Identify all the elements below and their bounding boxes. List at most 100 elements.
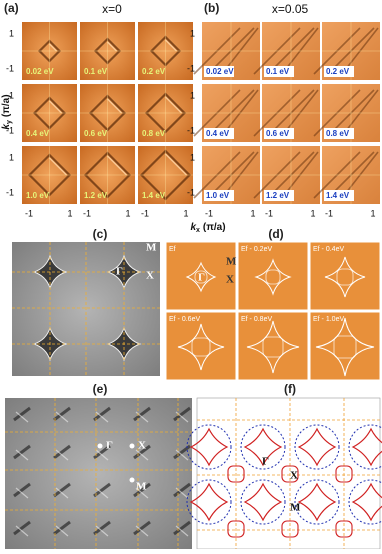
feature (53, 444, 71, 460)
contour (324, 256, 366, 298)
feature (13, 444, 31, 460)
feature (15, 411, 29, 423)
y-tick-label: -1 (187, 63, 195, 73)
feature (53, 406, 71, 422)
panel-label: (a) (4, 1, 19, 15)
symmetry-point: X (146, 270, 154, 282)
x-tick-label: -1 (141, 208, 149, 218)
y-tick-label: -1 (6, 125, 14, 135)
stm-image (5, 398, 192, 549)
feature (133, 482, 151, 498)
feature (93, 406, 111, 422)
contour (246, 320, 300, 374)
tile-label: Ef - 0.4eV (313, 246, 344, 253)
panel-label: (c) (93, 227, 108, 241)
y-tick-label: 1 (190, 90, 195, 100)
red-contour (351, 427, 382, 467)
symmetry-point: M (146, 242, 157, 254)
feature (133, 444, 151, 460)
tile-label-box (264, 66, 294, 77)
x-tick-label: -1 (325, 208, 333, 218)
band-map (237, 241, 309, 311)
tile-label-box (324, 190, 354, 201)
tile-label: 1.0 eV (206, 191, 230, 200)
x-tick-label: 1 (370, 208, 375, 218)
feature (15, 487, 29, 499)
red-contour (297, 482, 337, 522)
tile-label: 0.6 eV (84, 129, 108, 138)
point-dot (129, 443, 135, 449)
contour-highlight (49, 43, 57, 52)
panel-title: x=0.05 (272, 2, 309, 16)
contour (265, 269, 281, 285)
axis-unit: (π/a) (1, 94, 12, 117)
tile-label: 1.4 eV (142, 191, 166, 200)
feature (95, 449, 109, 461)
red-pocket (281, 465, 299, 483)
feature (173, 520, 191, 536)
axis-symbol: k (190, 222, 196, 233)
contour-highlight (107, 155, 127, 176)
tile-label-box (204, 128, 234, 139)
band-map (309, 241, 381, 311)
y-tick-label: 1 (9, 90, 14, 100)
symmetry-point: Γ (116, 266, 123, 278)
tile-label: 1.2 eV (84, 191, 108, 200)
feature (53, 482, 71, 498)
x-tick-label: 1 (250, 208, 255, 218)
feature (175, 525, 189, 537)
feature (135, 525, 149, 537)
contour (315, 317, 375, 377)
feature (13, 406, 31, 422)
tile-label: Ef (169, 246, 176, 253)
feature (93, 520, 111, 536)
symmetry-point: Γ (198, 272, 205, 284)
symmetry-point: M (290, 502, 301, 514)
y-tick-label: 1 (190, 28, 195, 38)
contour-highlight (49, 157, 67, 176)
panel-label: (e) (93, 382, 108, 396)
x-tick-label: -1 (205, 208, 213, 218)
axis-label: ky (π/a) (1, 94, 13, 129)
feature (133, 520, 151, 536)
contour-highlight (165, 96, 182, 114)
x-tick-label: 1 (125, 208, 130, 218)
red-pocket (335, 465, 353, 483)
feature (55, 525, 69, 537)
tile-label: 0.2 eV (326, 67, 350, 76)
feature (93, 482, 111, 498)
contour (254, 258, 292, 296)
blue-contour (240, 479, 286, 525)
feature (13, 482, 31, 498)
tile-label: 0.2 eV (142, 67, 166, 76)
x-tick-label: -1 (83, 208, 91, 218)
feature (95, 487, 109, 499)
symmetry-point: M (226, 256, 237, 268)
tile-label: 1.0 eV (26, 191, 50, 200)
feature (135, 449, 149, 461)
tile-label: 1.2 eV (266, 191, 290, 200)
y-tick-label: 1 (190, 152, 195, 162)
panel-label: (d) (268, 227, 283, 241)
feature (95, 525, 109, 537)
tile-label: Ef - 0.2eV (241, 246, 272, 253)
symmetry-point: X (138, 440, 146, 452)
tile-label: 0.4 eV (26, 129, 50, 138)
feature (95, 411, 109, 423)
contour-highlight (49, 100, 62, 114)
contour (194, 270, 208, 284)
tile-label: 0.02 eV (26, 67, 54, 76)
feature (15, 525, 29, 537)
tile-label: 0.8 eV (326, 129, 350, 138)
tile-label-box (264, 128, 294, 139)
point-dot (129, 477, 135, 483)
blue-contour (186, 479, 232, 525)
y-tick-label: -1 (6, 63, 14, 73)
feature (93, 444, 111, 460)
red-contour (351, 482, 382, 522)
red-contour (189, 427, 229, 467)
contour-highlight (165, 39, 177, 52)
feature (55, 449, 69, 461)
